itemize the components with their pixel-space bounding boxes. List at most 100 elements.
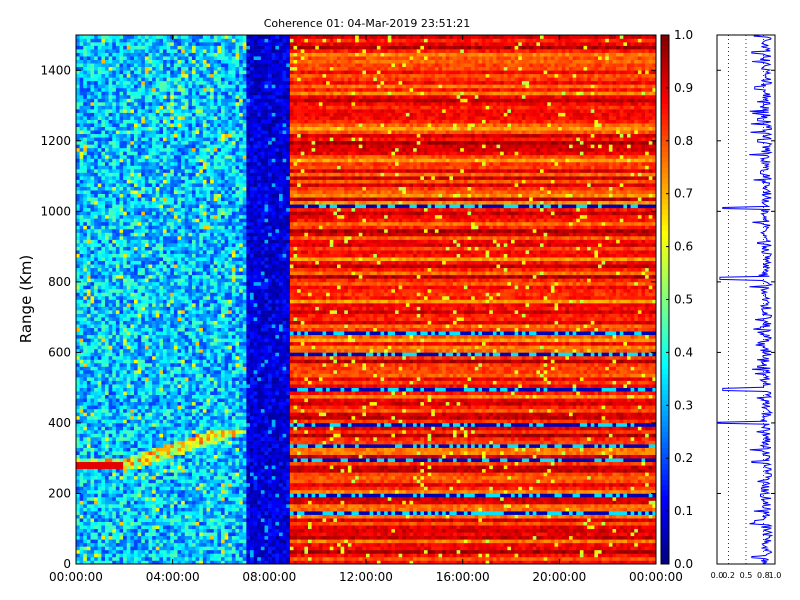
heatmap-cell <box>79 45 84 50</box>
heatmap-cell <box>90 377 95 381</box>
heatmap-cell <box>119 306 124 311</box>
heatmap-cell <box>144 299 149 304</box>
heatmap-cell <box>163 63 167 68</box>
heatmap-cell <box>152 489 157 494</box>
heatmap-cell <box>155 348 160 353</box>
heatmap-cell <box>115 482 120 487</box>
heatmap-cell <box>155 253 160 258</box>
heatmap-cell <box>137 144 142 149</box>
heatmap-cell <box>170 556 175 561</box>
heatmap-cell <box>108 546 113 551</box>
heatmap-cell <box>94 190 99 194</box>
heatmap-cell <box>130 154 135 159</box>
heatmap-cell <box>170 285 175 290</box>
heatmap-cell <box>141 362 146 367</box>
heatmap-cell <box>130 214 135 219</box>
heatmap-cell <box>159 461 164 466</box>
heatmap-cell <box>159 102 164 106</box>
heatmap-cell <box>119 102 124 106</box>
heatmap-cell <box>130 391 135 396</box>
heatmap-cell <box>79 437 84 441</box>
heatmap-cell <box>184 331 189 336</box>
heatmap-cell <box>163 426 167 431</box>
heatmap-cell <box>83 66 88 71</box>
heatmap-cell <box>94 38 99 43</box>
heatmap-cell <box>130 444 135 448</box>
heatmap-cell <box>192 214 196 219</box>
heatmap-cell <box>97 472 102 477</box>
heatmap-cell <box>79 278 84 283</box>
heatmap-cell <box>184 560 189 565</box>
heatmap-cell <box>76 49 80 53</box>
heatmap-cell <box>192 482 196 487</box>
heatmap-cell <box>163 133 167 138</box>
heatmap-cell <box>152 556 157 561</box>
heatmap-cell <box>148 415 153 420</box>
heatmap-cell <box>94 281 99 286</box>
heatmap-cell <box>101 116 106 120</box>
heatmap-cell <box>177 303 182 307</box>
heatmap-cell <box>137 292 142 297</box>
heatmap-cell <box>126 306 131 311</box>
heatmap-cell <box>163 401 167 406</box>
heatmap-cell <box>112 253 117 258</box>
heatmap-cell <box>130 345 135 350</box>
heatmap-cell <box>181 348 186 353</box>
heatmap-cell <box>170 214 175 219</box>
heatmap-cell <box>170 348 175 353</box>
heatmap-cell <box>144 320 149 325</box>
heatmap-cell <box>90 197 95 202</box>
heatmap-cell <box>97 447 102 452</box>
heatmap-cell <box>155 549 160 554</box>
heatmap-cell <box>97 158 102 163</box>
heatmap-cell <box>97 232 102 237</box>
heatmap-cell <box>148 465 153 470</box>
heatmap-cell <box>137 147 142 152</box>
heatmap-cell <box>79 147 84 152</box>
heatmap-cell <box>108 482 113 487</box>
heatmap-cell <box>123 147 128 152</box>
heatmap-cell <box>105 94 109 99</box>
heatmap-cell <box>86 225 91 230</box>
heatmap-cell <box>86 412 91 417</box>
heatmap-cell <box>130 521 135 526</box>
heatmap-cell <box>119 408 124 413</box>
heatmap-cell <box>79 433 84 438</box>
heatmap-cell <box>141 119 146 124</box>
heatmap-cell <box>126 384 131 388</box>
heatmap-cell <box>163 221 167 226</box>
heatmap-cell <box>184 292 189 297</box>
heatmap-cell <box>76 56 80 60</box>
heatmap-cell <box>134 225 138 230</box>
heatmap-cell <box>79 246 84 251</box>
heatmap-cell <box>144 49 149 53</box>
heatmap-cell <box>192 246 196 251</box>
heatmap-cell <box>105 49 109 53</box>
heatmap-cell <box>155 102 160 106</box>
heatmap-cell <box>105 137 109 142</box>
heatmap-cell <box>163 362 167 367</box>
heatmap-cell <box>101 87 106 92</box>
heatmap-cell <box>112 102 117 106</box>
heatmap-cell <box>141 377 146 381</box>
heatmap-cell <box>94 380 99 385</box>
heatmap-cell <box>155 285 160 290</box>
heatmap-cell <box>148 193 153 198</box>
heatmap-cell <box>130 556 135 561</box>
heatmap-cell <box>86 338 91 343</box>
heatmap-cell <box>148 479 153 484</box>
heatmap-cell <box>173 119 178 124</box>
heatmap-cell <box>163 243 167 247</box>
heatmap-cell <box>188 447 193 452</box>
heatmap-cell <box>173 243 178 247</box>
heatmap-cell <box>188 511 193 515</box>
heatmap-cell <box>94 475 99 480</box>
heatmap-cell <box>126 556 131 561</box>
heatmap-cell <box>152 539 157 544</box>
heatmap-cell <box>76 183 80 187</box>
heatmap-cell <box>76 105 80 110</box>
heatmap-cell <box>155 380 160 385</box>
heatmap-cell <box>173 186 178 191</box>
heatmap-cell <box>115 105 120 110</box>
heatmap-cell <box>112 197 117 202</box>
